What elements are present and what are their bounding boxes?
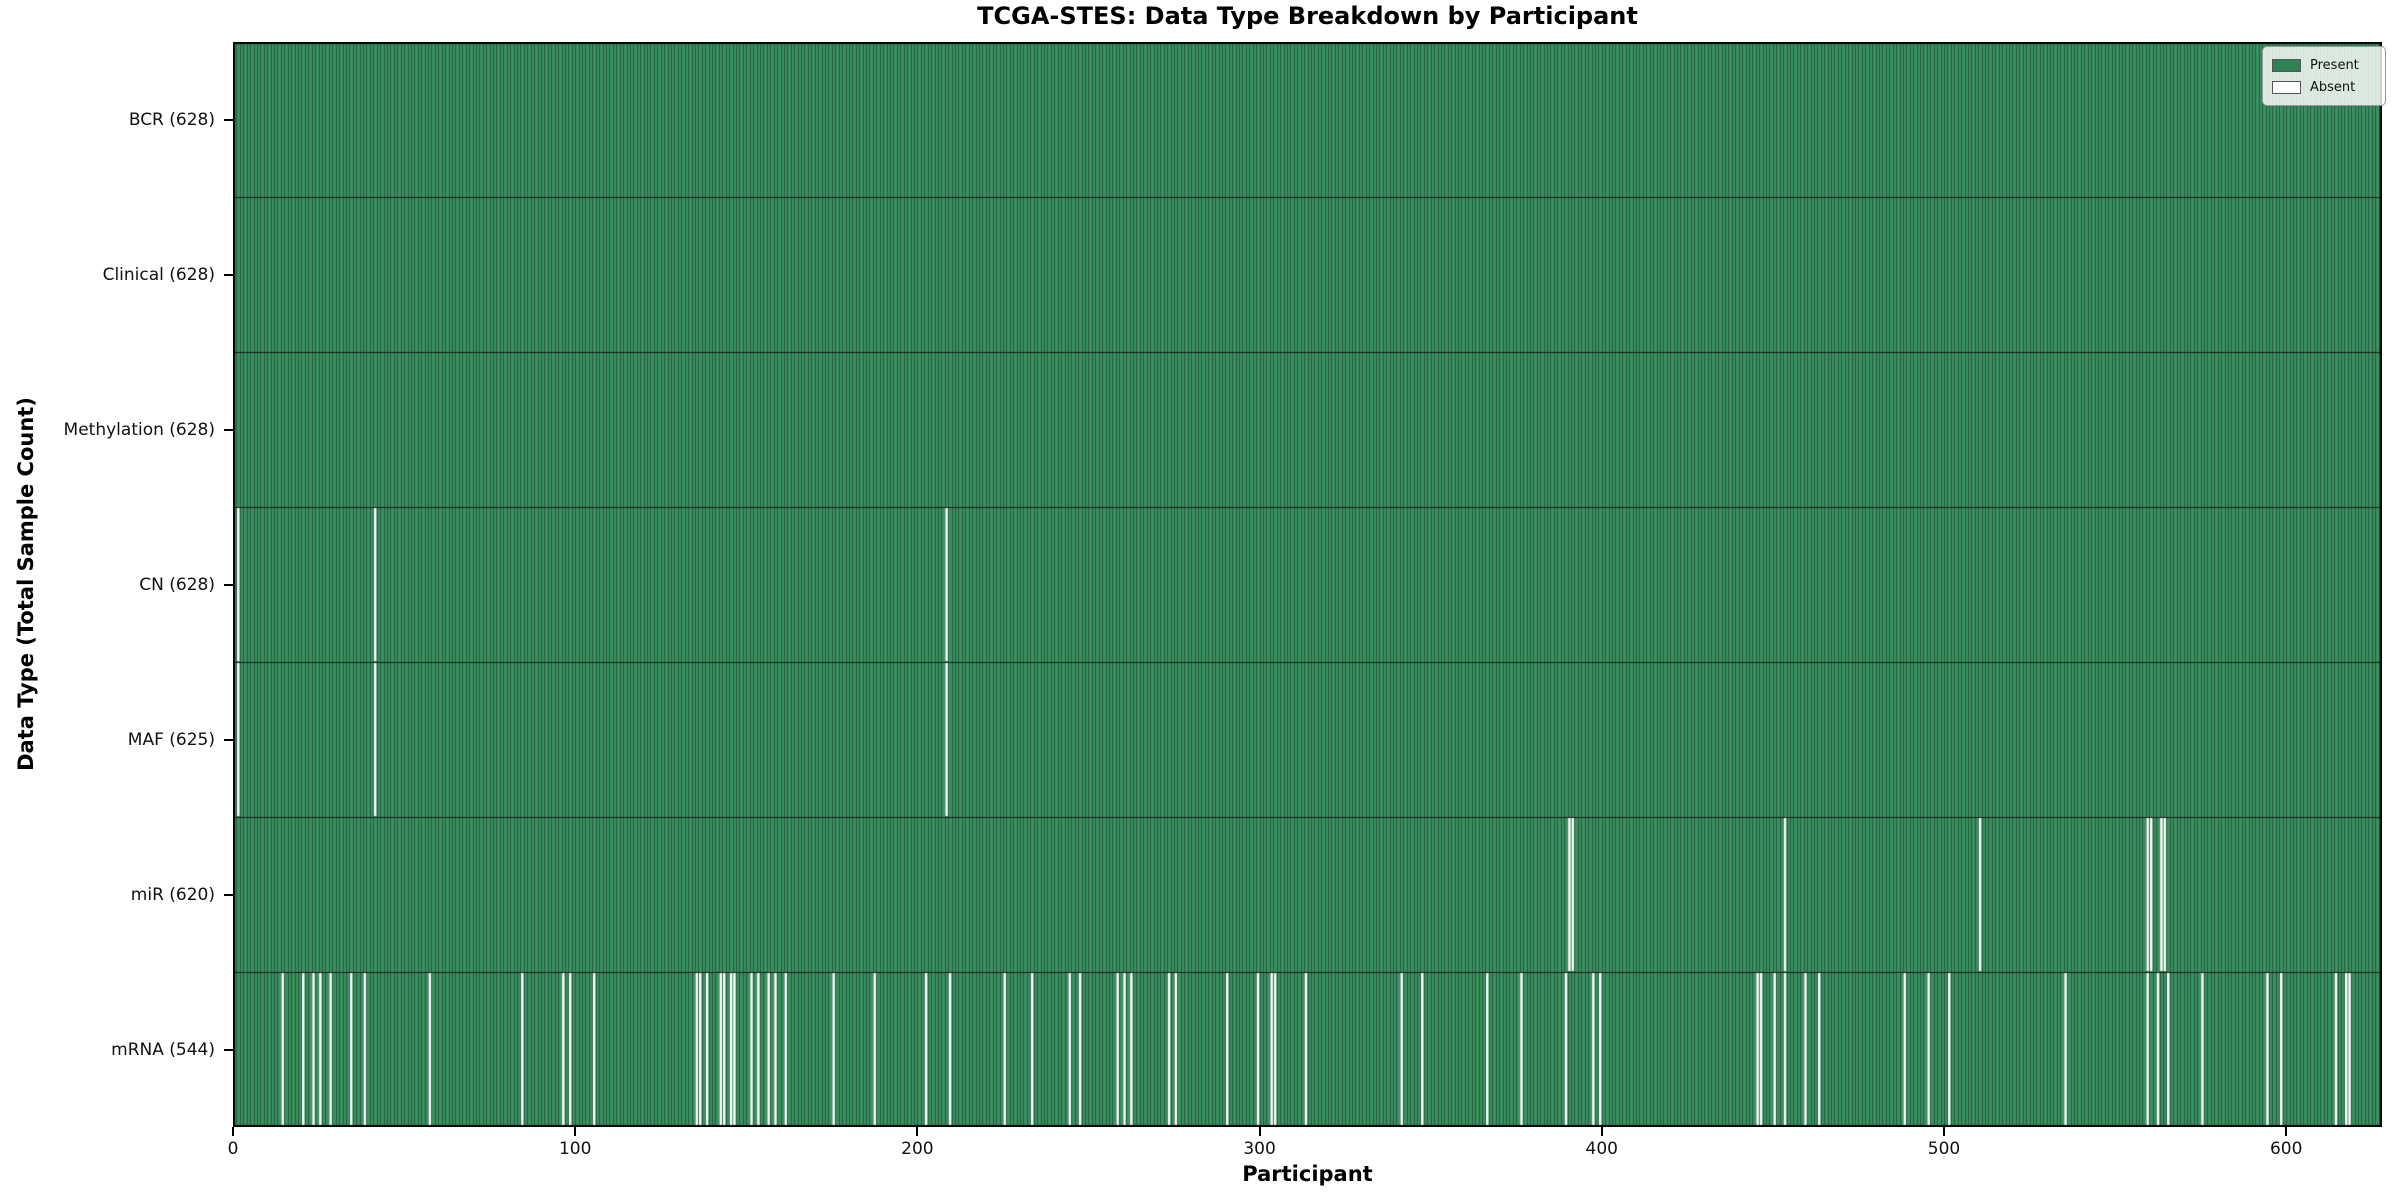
y-tick-label-Methylation: Methylation (628) [63, 419, 215, 440]
x-tick-label-300: 300 [1243, 1139, 1276, 1159]
x-tick-label-600: 600 [2269, 1139, 2303, 1159]
y-tick-mark [224, 738, 233, 741]
legend-entry-present: Present [2272, 54, 2376, 76]
x-tick-mark [1600, 1127, 1603, 1136]
present-swatch-icon [2272, 58, 2301, 72]
x-tick-mark [1942, 1127, 1945, 1136]
x-tick-mark [916, 1127, 919, 1136]
plot-area [233, 42, 2382, 1127]
y-tick-label-Clinical: Clinical (628) [102, 264, 215, 285]
y-tick-label-BCR: BCR (628) [128, 109, 215, 130]
x-tick-label-200: 200 [901, 1139, 934, 1159]
x-tick-mark [574, 1127, 577, 1136]
y-tick-mark [224, 583, 233, 586]
legend-entry-absent: Absent [2272, 76, 2376, 98]
y-tick-label-MAF: MAF (625) [127, 729, 215, 750]
legend: Present Absent [2262, 46, 2386, 106]
y-tick-mark [224, 273, 233, 276]
y-tick-label-miR: miR (620) [130, 884, 215, 905]
x-tick-label-100: 100 [558, 1139, 592, 1159]
y-tick-mark [224, 118, 233, 121]
y-tick-label-mRNA: mRNA (544) [111, 1039, 215, 1060]
x-tick-mark [1258, 1127, 1261, 1136]
x-tick-label-500: 500 [1927, 1139, 1961, 1159]
chart-title: TCGA-STES: Data Type Breakdown by Partic… [977, 2, 1638, 30]
y-tick-mark [224, 428, 233, 431]
absent-swatch-icon [2272, 80, 2301, 94]
x-axis-label: Participant [1242, 1162, 1373, 1186]
y-tick-mark [224, 893, 233, 896]
x-tick-mark [2285, 1127, 2288, 1136]
legend-label-absent: Absent [2310, 79, 2356, 95]
x-tick-mark [232, 1127, 234, 1136]
x-tick-label-400: 400 [1585, 1139, 1619, 1159]
x-tick-label-0: 0 [227, 1139, 239, 1159]
legend-label-present: Present [2310, 57, 2359, 73]
y-tick-label-CN: CN (628) [139, 574, 215, 595]
y-tick-mark [224, 1048, 233, 1051]
